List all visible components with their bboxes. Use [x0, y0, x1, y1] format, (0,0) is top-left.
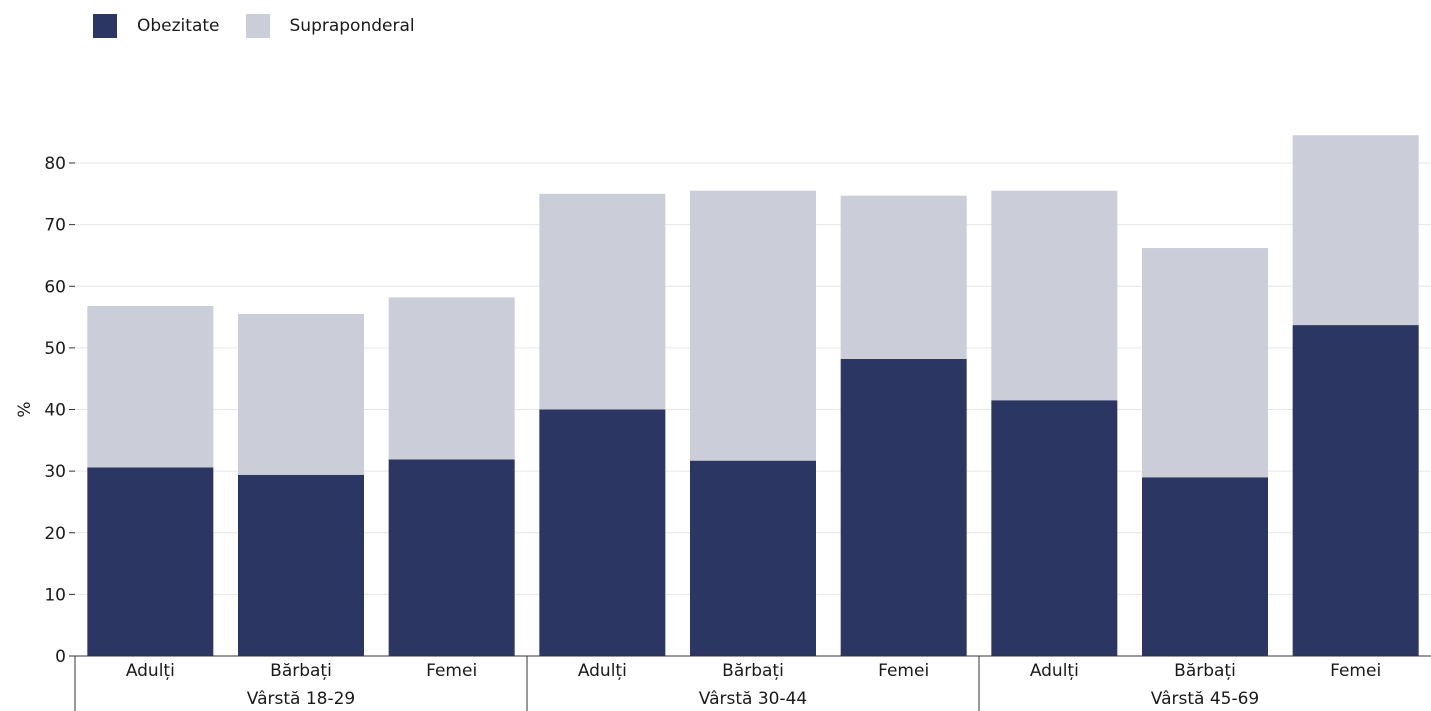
y-tick-label-30: 30	[44, 462, 66, 482]
x-tick-label-8: Femei	[1330, 661, 1381, 681]
bar-obezitate-2[interactable]	[388, 459, 515, 656]
bar-obezitate-3[interactable]	[539, 409, 666, 657]
x-group-label-0: Vârstă 18-29	[247, 689, 355, 709]
bars	[87, 135, 1419, 657]
legend-label-obezitate: Obezitate	[137, 16, 220, 36]
bar-supraponderal-8[interactable]	[1292, 135, 1419, 326]
y-tick-label-40: 40	[44, 401, 66, 421]
x-tick-label-1: Bărbați	[270, 661, 332, 681]
legend-item-supraponderal[interactable]: Supraponderal	[245, 14, 415, 38]
x-tick-label-4: Bărbați	[722, 661, 784, 681]
x-tick-label-7: Bărbați	[1174, 661, 1236, 681]
legend: Obezitate Supraponderal	[93, 14, 441, 38]
bar-supraponderal-0[interactable]	[87, 305, 214, 468]
x-tick-label-6: Adulți	[1030, 661, 1079, 681]
y-tick-label-60: 60	[44, 277, 66, 297]
x-tick-label-2: Femei	[426, 661, 477, 681]
bar-obezitate-5[interactable]	[840, 358, 967, 656]
bar-supraponderal-6[interactable]	[991, 190, 1118, 401]
bar-obezitate-4[interactable]	[690, 460, 816, 656]
bar-supraponderal-4[interactable]	[690, 190, 816, 461]
x-tick-label-5: Femei	[878, 661, 929, 681]
legend-swatch-supraponderal	[245, 14, 270, 38]
x-tick-label-0: Adulți	[126, 661, 175, 681]
y-tick-label-20: 20	[44, 524, 66, 544]
legend-label-supraponderal: Supraponderal	[289, 16, 415, 36]
bar-supraponderal-1[interactable]	[238, 313, 364, 475]
y-tick-label-50: 50	[44, 339, 66, 359]
y-tick-label-80: 80	[44, 154, 66, 174]
y-tick-label-10: 10	[44, 585, 66, 605]
bar-supraponderal-3[interactable]	[539, 193, 666, 410]
x-group-label-2: Vârstă 45-69	[1151, 689, 1259, 709]
legend-item-obezitate[interactable]: Obezitate	[93, 14, 220, 38]
bar-supraponderal-2[interactable]	[388, 297, 515, 460]
bar-obezitate-0[interactable]	[87, 467, 214, 656]
bar-obezitate-7[interactable]	[1142, 477, 1268, 656]
x-group-label-1: Vârstă 30-44	[699, 689, 807, 709]
y-tick-label-0: 0	[55, 647, 66, 667]
bar-supraponderal-5[interactable]	[840, 195, 967, 359]
x-tick-label-3: Adulți	[578, 661, 627, 681]
legend-swatch-obezitate	[93, 14, 117, 38]
axes: 0 10 20 30 40 50 60 70 80% Adulți Bărbați Femei Adul…	[15, 154, 1431, 711]
bar-obezitate-8[interactable]	[1292, 325, 1419, 656]
y-tick-label-70: 70	[44, 216, 66, 236]
y-axis-label: %	[15, 401, 35, 417]
bar-obezitate-6[interactable]	[991, 400, 1118, 656]
bar-obezitate-1[interactable]	[238, 474, 364, 656]
bar-supraponderal-7[interactable]	[1142, 248, 1268, 478]
